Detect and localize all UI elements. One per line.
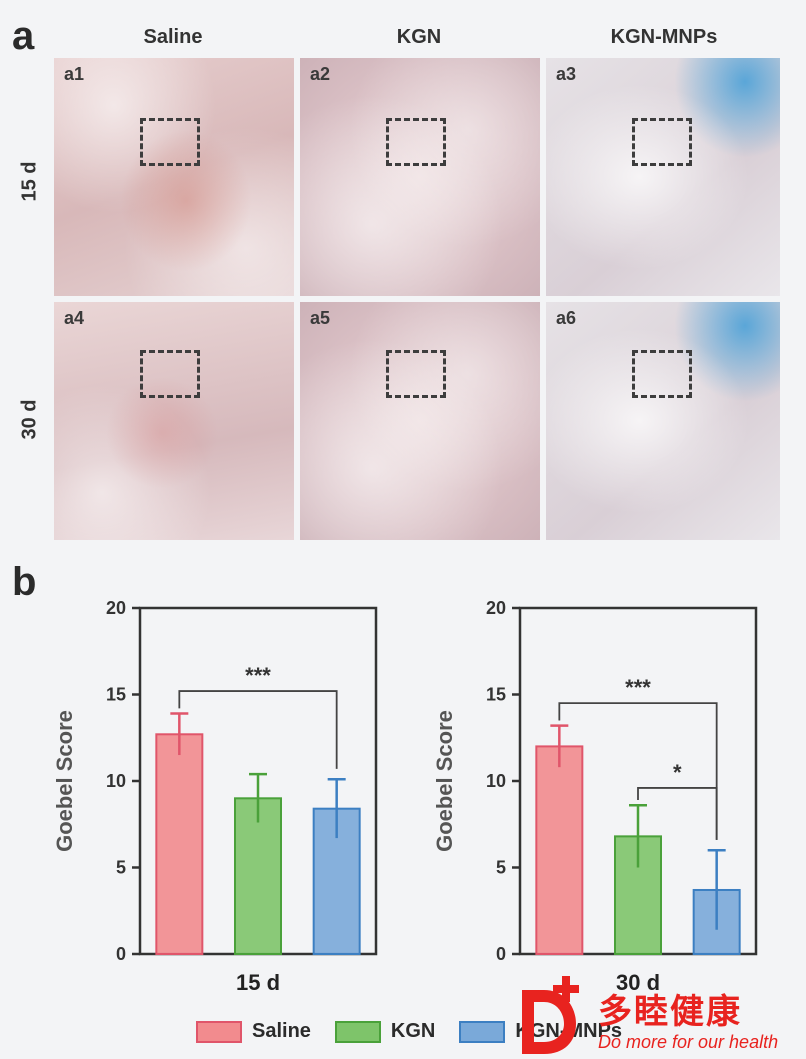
region-of-interest-box [140, 350, 200, 398]
photo-a1: a1 [54, 58, 294, 296]
region-of-interest-box [140, 118, 200, 166]
legend-label: KGN [390, 1020, 436, 1042]
y-tick-label: 10 [486, 771, 506, 791]
photo-a2: a2 [300, 58, 540, 296]
legend-swatch-kgn [334, 1020, 381, 1043]
legend-item-saline: Saline [196, 1020, 311, 1043]
significance-label: * [673, 760, 682, 785]
y-tick-label: 15 [486, 685, 506, 705]
row-header-30d: 30 d [18, 399, 41, 440]
photo-label: a1 [64, 64, 85, 84]
y-axis-label: Goebel Score [432, 710, 457, 852]
panel-b-letter: b [12, 560, 37, 604]
brand-logo-icon [522, 976, 579, 1054]
brand-name: 多睦健康 [598, 992, 742, 1032]
photo-label: a2 [310, 64, 331, 84]
y-tick-label: 0 [496, 944, 506, 964]
significance-label: *** [625, 675, 651, 700]
bar-saline [535, 745, 584, 955]
y-tick-label: 20 [486, 598, 506, 618]
y-tick-label: 20 [106, 598, 126, 618]
x-axis-title: 30 d [616, 970, 660, 995]
photo-label: a6 [556, 308, 577, 328]
significance-bracket [178, 690, 338, 769]
photo-a5: a5 [300, 302, 540, 540]
column-header-kgn-mnps: KGN-MNPs [610, 26, 718, 48]
photo-a3: a3 [546, 58, 780, 296]
brand-slogan: Do more for our health [598, 1032, 779, 1052]
photo-a4: a4 [54, 302, 294, 540]
significance-label: *** [245, 663, 271, 688]
bar-chart-15d: 0 5 10 15 20 Goebel Score 15 d *** [52, 598, 378, 995]
photo-label: a3 [556, 64, 577, 84]
y-tick-label: 5 [496, 858, 506, 878]
y-tick-label: 10 [106, 771, 126, 791]
y-tick-label: 15 [106, 685, 126, 705]
legend-label: Saline [252, 1020, 311, 1042]
legend-swatch-saline [196, 1020, 242, 1043]
region-of-interest-box [386, 350, 446, 398]
panel-a-letter: a [12, 14, 35, 58]
column-header-kgn: KGN [396, 26, 442, 48]
photo-a6: a6 [546, 302, 780, 540]
legend-swatch-kgn-mnps [459, 1020, 506, 1043]
y-tick-label: 5 [116, 858, 126, 878]
photo-label: a4 [64, 308, 85, 328]
column-header-saline: Saline [143, 26, 203, 48]
significance-bracket [558, 702, 718, 840]
region-of-interest-box [632, 118, 692, 166]
x-axis-title: 15 d [236, 970, 280, 995]
row-header-15d: 15 d [18, 161, 41, 202]
bar-kgn [234, 797, 282, 955]
legend-item-kgn: KGN [334, 1020, 436, 1043]
significance-bracket [637, 787, 718, 840]
brand-watermark: 多睦健康 Do more for our health [518, 966, 806, 1059]
region-of-interest-box [632, 350, 692, 398]
y-tick-label: 0 [116, 944, 126, 964]
y-axis-label: Goebel Score [52, 710, 77, 852]
region-of-interest-box [386, 118, 446, 166]
bar-saline [155, 733, 204, 955]
photo-label: a5 [310, 308, 331, 328]
